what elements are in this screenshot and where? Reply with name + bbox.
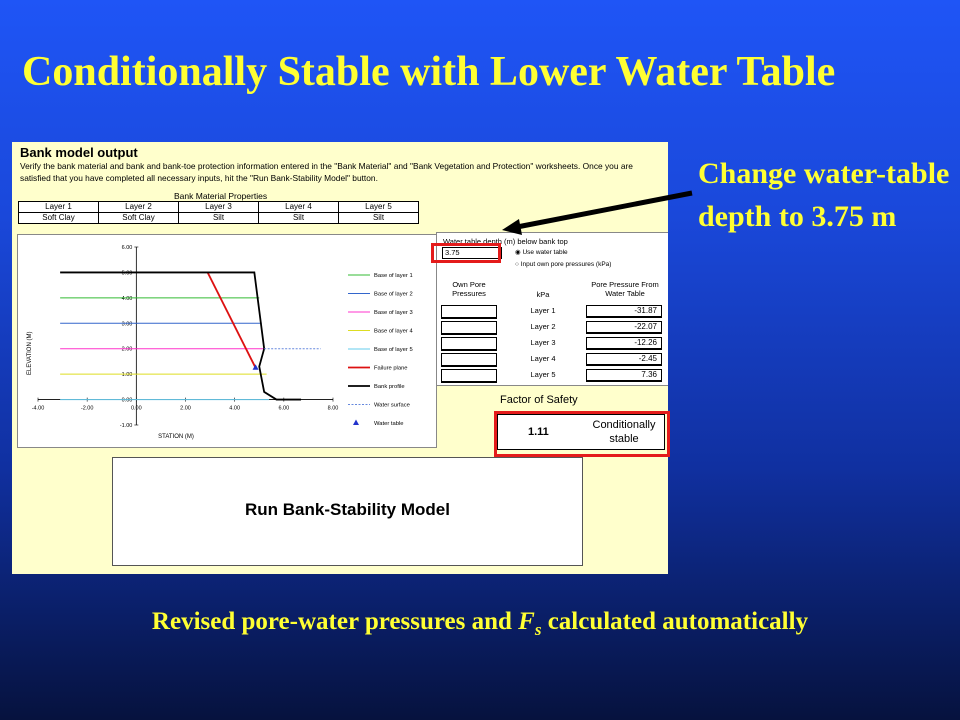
- legend-label: Water surface: [374, 403, 410, 409]
- legend-label: Base of layer 4: [374, 329, 413, 335]
- x-tick-label: 0.00: [131, 406, 142, 412]
- y-tick-label: 1.00: [122, 372, 133, 378]
- caption-text-1: Revised pore-water pressures and: [151, 608, 519, 635]
- chart-svg: ELEVATION (M) STATION (M) -4.00 -2.00 0.00…: [27, 245, 413, 440]
- bank-profile-chart: ELEVATION (M) STATION (M) -4.00 -2.00 0.00…: [17, 234, 437, 448]
- caption-var: F: [518, 608, 535, 635]
- water-table-label: Water table depth (m) below bank top: [443, 237, 568, 246]
- caption-sub: s: [534, 620, 542, 639]
- own-pore-input[interactable]: [441, 337, 497, 351]
- pore-layer-label: Layer 5: [530, 370, 556, 379]
- x-tick-label: 8.00: [328, 406, 339, 412]
- legend-label: Base of layer 2: [374, 292, 413, 298]
- run-model-label: Run Bank-Stability Model: [245, 500, 450, 519]
- own-pore-input[interactable]: [441, 353, 497, 367]
- caption-text-2: calculated automatically: [541, 608, 809, 635]
- pore-pressure-panel: Water table depth (m) below bank top 3.7…: [436, 232, 668, 386]
- material-cell[interactable]: Silt: [338, 212, 419, 224]
- kpa-header: kPa: [536, 290, 550, 299]
- spreadsheet-panel: Bank model output Verify the bank materi…: [12, 142, 668, 574]
- callout-arrow-head: [502, 219, 522, 235]
- x-tick-label: -4.00: [32, 406, 45, 412]
- run-model-button[interactable]: Run Bank-Stability Model: [112, 457, 583, 566]
- series-line: [206, 272, 257, 369]
- material-cell[interactable]: Silt: [178, 212, 259, 224]
- own-pore-input[interactable]: [441, 305, 497, 319]
- water-table-input[interactable]: 3.75: [442, 247, 502, 259]
- legend-label: Failure plane: [374, 366, 408, 372]
- fos-label: Factor of Safety: [500, 394, 578, 406]
- y-tick-label: 0.00: [122, 398, 133, 404]
- radio-input-label: Input own pore pressures (kPa): [520, 261, 612, 268]
- pore-layer-label: Layer 1: [530, 306, 556, 315]
- series-line: [60, 271, 302, 401]
- x-tick-label: 2.00: [180, 406, 191, 412]
- water-table-highlight: [431, 243, 501, 263]
- radio-selected-icon: ◉: [515, 249, 521, 256]
- y-tick-label: 3.00: [122, 321, 133, 327]
- legend-label: Base of layer 5: [374, 347, 413, 353]
- callout-arrow-line: [516, 190, 693, 230]
- pore-pressure-value: -31.87: [586, 305, 662, 318]
- pore-layer-label: Layer 4: [530, 354, 556, 363]
- radio-use-label: Use water table: [522, 249, 568, 256]
- fos-highlight: [494, 411, 670, 457]
- legend-swatch: [353, 419, 359, 425]
- material-value-row: Soft Clay Soft Clay Silt Silt Silt: [18, 212, 419, 224]
- x-axis-label: STATION (M): [158, 434, 194, 440]
- y-tick-label: -1.00: [120, 423, 133, 429]
- callout-text: Change water-table depth to 3.75 m: [698, 157, 950, 233]
- slide-title: Conditionally Stable with Lower Water Ta…: [22, 49, 836, 95]
- sheet-description: Verify the bank material and bank and ba…: [20, 161, 633, 183]
- radio-empty-icon: ○: [515, 261, 519, 268]
- legend-label: Bank profile: [374, 384, 405, 390]
- material-cell[interactable]: Soft Clay: [98, 212, 179, 224]
- pore-layer-label: Layer 3: [530, 338, 556, 347]
- x-tick-label: -2.00: [81, 406, 94, 412]
- own-pore-header: Own Pore Pressures: [452, 280, 486, 298]
- pore-layer-label: Layer 2: [530, 322, 556, 331]
- y-axis-label: ELEVATION (M): [27, 332, 33, 375]
- sheet-heading: Bank model output: [20, 145, 138, 160]
- y-tick-label: 2.00: [122, 347, 133, 353]
- water-table-marker: [252, 364, 259, 370]
- pore-pressure-value: -22.07: [586, 321, 662, 334]
- x-tick-label: 6.00: [278, 406, 289, 412]
- y-tick-label: 4.00: [122, 296, 133, 302]
- y-tick-label: 5.00: [122, 270, 133, 276]
- fos-value: 1.11: [528, 426, 549, 438]
- pore-pressure-value: 7.36: [586, 369, 662, 382]
- material-heading: Bank Material Properties: [174, 191, 268, 201]
- legend-label: Base of layer 3: [374, 310, 413, 316]
- slide-caption: Revised pore-water pressures and Fs calc…: [0, 608, 960, 640]
- pore-pressure-value: -12.26: [586, 337, 662, 350]
- radio-use-water-table[interactable]: ◉ Use water table: [515, 248, 568, 256]
- material-table: Layer 1 Layer 2 Layer 3 Layer 4 Layer 5 …: [18, 201, 419, 224]
- own-pore-input[interactable]: [441, 321, 497, 335]
- x-tick-label: 4.00: [229, 406, 240, 412]
- fos-result: 1.11 Conditionally stable: [497, 414, 665, 450]
- radio-input-own-pressures[interactable]: ○ Input own pore pressures (kPa): [515, 261, 611, 268]
- legend-label: Base of layer 1: [374, 273, 413, 279]
- pp-header: Pore Pressure From Water Table: [591, 280, 659, 298]
- fos-status: Conditionally stable: [592, 419, 656, 445]
- pore-pressure-value: -2.45: [586, 353, 662, 366]
- y-tick-label: 6.00: [122, 245, 133, 251]
- legend-label: Water table: [374, 421, 403, 427]
- own-pore-input[interactable]: [441, 369, 497, 383]
